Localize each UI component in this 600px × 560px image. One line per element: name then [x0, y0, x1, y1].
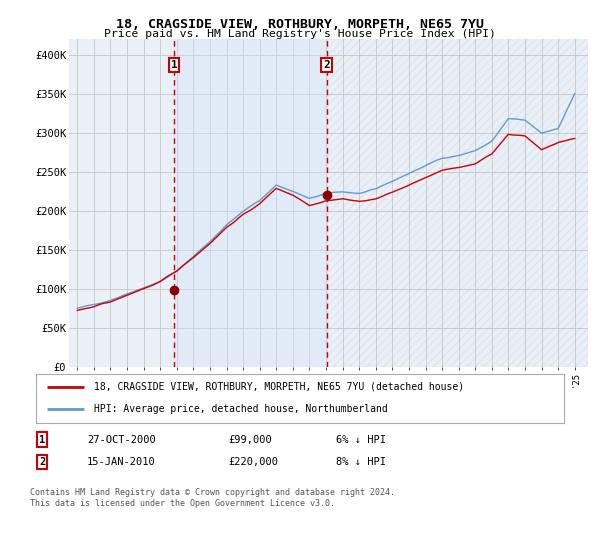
- Text: 2: 2: [39, 457, 45, 467]
- Text: 18, CRAGSIDE VIEW, ROTHBURY, MORPETH, NE65 7YU (detached house): 18, CRAGSIDE VIEW, ROTHBURY, MORPETH, NE…: [94, 382, 464, 392]
- Text: 15-JAN-2010: 15-JAN-2010: [87, 457, 156, 467]
- Text: 6% ↓ HPI: 6% ↓ HPI: [336, 435, 386, 445]
- Text: £220,000: £220,000: [228, 457, 278, 467]
- Text: HPI: Average price, detached house, Northumberland: HPI: Average price, detached house, Nort…: [94, 404, 388, 414]
- Bar: [326, 39, 588, 367]
- Text: 27-OCT-2000: 27-OCT-2000: [87, 435, 156, 445]
- Text: 2: 2: [323, 60, 330, 71]
- Text: 18, CRAGSIDE VIEW, ROTHBURY, MORPETH, NE65 7YU: 18, CRAGSIDE VIEW, ROTHBURY, MORPETH, NE…: [116, 18, 484, 31]
- Text: Price paid vs. HM Land Registry's House Price Index (HPI): Price paid vs. HM Land Registry's House …: [104, 29, 496, 39]
- Bar: [174, 39, 326, 367]
- Text: Contains HM Land Registry data © Crown copyright and database right 2024.
This d: Contains HM Land Registry data © Crown c…: [30, 488, 395, 508]
- Text: £99,000: £99,000: [228, 435, 272, 445]
- Text: 1: 1: [39, 435, 45, 445]
- Text: 8% ↓ HPI: 8% ↓ HPI: [336, 457, 386, 467]
- Text: 1: 1: [170, 60, 178, 71]
